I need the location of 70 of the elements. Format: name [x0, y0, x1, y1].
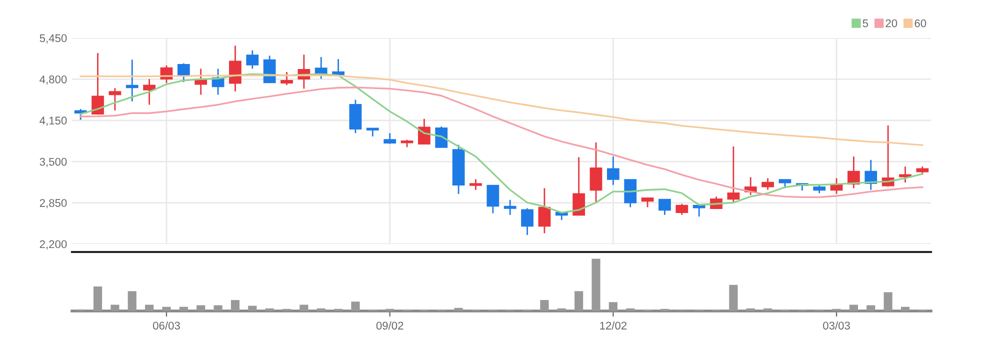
candlestick — [590, 142, 602, 204]
bar — [248, 306, 257, 311]
candlestick — [606, 156, 620, 186]
legend-label: 60 — [914, 19, 926, 28]
bar — [608, 302, 618, 311]
candlestick — [74, 108, 87, 120]
candlestick — [486, 184, 500, 214]
candlestick — [435, 126, 448, 148]
candlestick — [126, 58, 138, 102]
bar — [162, 306, 171, 311]
y-tick-label: 2,200 — [40, 240, 67, 250]
bar — [849, 304, 858, 311]
candlestick — [658, 198, 671, 216]
candlestick — [727, 146, 740, 204]
candlestick — [384, 132, 396, 145]
y-tick-label: 4,800 — [40, 75, 67, 85]
bar — [729, 284, 738, 311]
line-series — [80, 86, 924, 198]
x-tick-label: 12/02 — [600, 321, 627, 330]
bar — [540, 300, 549, 311]
candlestick — [177, 62, 190, 83]
candlestick — [280, 71, 293, 86]
candlestick — [538, 188, 551, 234]
bar — [196, 305, 206, 311]
bar — [128, 291, 136, 311]
bar — [763, 308, 772, 311]
bar — [110, 304, 120, 311]
bar — [316, 308, 326, 311]
bar — [214, 305, 222, 311]
legend-label: 5 — [862, 19, 868, 28]
bar — [179, 306, 188, 311]
candlestick — [108, 87, 122, 112]
candlestick — [572, 156, 586, 216]
candlestick — [504, 199, 516, 216]
bar — [626, 308, 635, 311]
x-tick-label: 06/03 — [153, 321, 180, 330]
candlestick — [92, 52, 104, 116]
candlestick — [470, 178, 482, 191]
bar — [574, 291, 584, 311]
legend-label: 20 — [886, 19, 898, 28]
bar — [300, 304, 308, 311]
bar — [900, 306, 910, 311]
bar — [746, 308, 755, 311]
candlestick — [692, 204, 706, 218]
y-tick-label: 4,150 — [40, 116, 67, 126]
bar — [145, 304, 154, 311]
bar — [265, 308, 274, 311]
candlestick — [521, 208, 534, 236]
y-tick-label: 5,450 — [40, 34, 67, 44]
candlestick — [229, 44, 242, 92]
candlestick — [314, 56, 328, 80]
candlestick — [246, 50, 259, 70]
bar — [557, 308, 566, 311]
bar — [454, 308, 463, 311]
bar — [93, 286, 102, 311]
candlestick — [641, 198, 654, 208]
y-tick-label: 2,850 — [40, 199, 67, 208]
bar — [866, 305, 876, 311]
candlestick — [676, 203, 688, 216]
x-tick-label: 03/03 — [823, 321, 850, 330]
bar — [592, 258, 600, 311]
candlestick — [899, 166, 912, 184]
y-tick-label: 3,500 — [40, 158, 67, 168]
bar — [351, 302, 360, 311]
x-tick-label: 09/02 — [376, 321, 404, 330]
bar — [884, 292, 892, 311]
candlestick — [624, 179, 637, 208]
candlestick — [143, 78, 156, 106]
bar — [230, 300, 240, 311]
candlestick — [762, 178, 774, 191]
